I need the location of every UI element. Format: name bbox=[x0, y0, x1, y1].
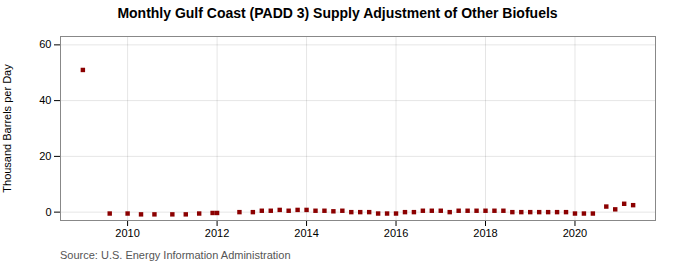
svg-text:2018: 2018 bbox=[473, 227, 497, 239]
svg-text:2016: 2016 bbox=[384, 227, 408, 239]
svg-text:20: 20 bbox=[39, 150, 51, 162]
svg-text:2020: 2020 bbox=[563, 227, 587, 239]
svg-text:2010: 2010 bbox=[115, 227, 139, 239]
svg-text:2012: 2012 bbox=[205, 227, 229, 239]
svg-text:60: 60 bbox=[39, 38, 51, 50]
svg-text:Thousand Barrels per Day: Thousand Barrels per Day bbox=[1, 64, 13, 193]
html-text:Source: U.S. Energy Informatio: Source: U.S. Energy Information Administ… bbox=[60, 249, 291, 261]
svg-text:2014: 2014 bbox=[294, 227, 318, 239]
html-text:Monthly Gulf Coast (PADD 3) Su: Monthly Gulf Coast (PADD 3) Supply Adjus… bbox=[117, 5, 558, 21]
svg-text:40: 40 bbox=[39, 94, 51, 106]
svg-text:0: 0 bbox=[45, 206, 51, 218]
